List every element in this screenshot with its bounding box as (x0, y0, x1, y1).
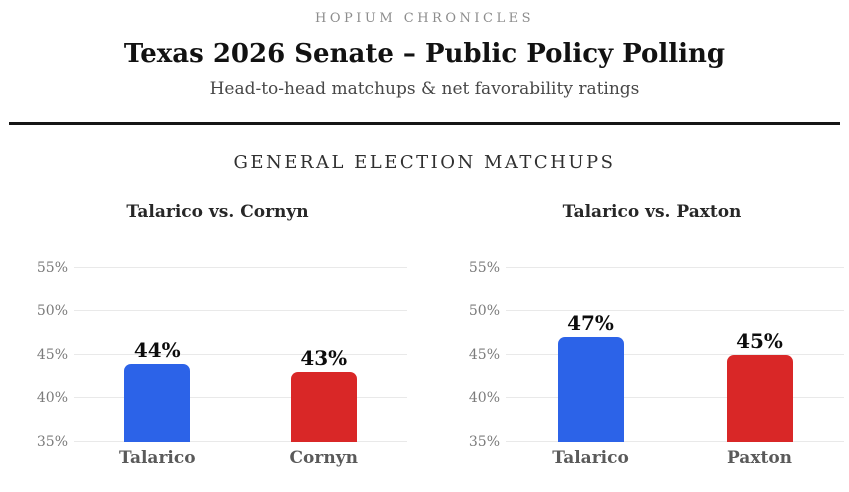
y-axis-tick-label: 35% (468, 434, 500, 450)
header: HOPIUM CHRONICLES Texas 2026 Senate – Pu… (0, 11, 849, 125)
y-axis-tick-label: 45% (468, 346, 500, 363)
y-axis-tick-label: 55% (36, 259, 68, 276)
y-axis-tick-label: 40% (468, 390, 500, 407)
bar-cornyn (290, 372, 357, 442)
chart-body: 35% 40% 45% 50% 55% 44% Talarico 43% Cornyn (28, 237, 407, 468)
chart-body: 35% 40% 45% 50% 55% 47% Talarico 45% Paxton (460, 237, 844, 468)
y-axis-tick-label: 50% (468, 303, 500, 320)
y-axis-tick-label: 55% (468, 259, 500, 276)
x-axis-category-label: Cornyn (289, 448, 358, 468)
gridline (506, 353, 844, 355)
bar-value-label: 43% (300, 346, 348, 371)
y-axis-tick-label: 40% (36, 390, 68, 407)
chart-talarico-vs-cornyn: Talarico vs. Cornyn 35% 40% 45% 50% 55% 44% Ta… (0, 200, 424, 468)
bar-value-label: 44% (133, 337, 181, 362)
chart-talarico-vs-paxton: Talarico vs. Paxton 35% 40% 45% 50% 55% 47% Ta… (424, 200, 848, 468)
poll-graphic: HOPIUM CHRONICLES Texas 2026 Senate – Pu… (0, 11, 849, 468)
gridline (506, 310, 844, 312)
publication-kicker: HOPIUM CHRONICLES (315, 11, 534, 26)
gridline (74, 310, 407, 312)
gridline (74, 397, 407, 399)
plot-area: 35% 40% 45% 50% 55% 47% Talarico 45% Paxton (469, 237, 844, 468)
chart-title: Talarico vs. Paxton (562, 202, 742, 222)
gridline (74, 441, 407, 442)
x-axis-category-label: Talarico (118, 448, 196, 468)
gridline (506, 397, 844, 399)
plot-area: 35% 40% 45% 50% 55% 44% Talarico 43% Cornyn (37, 237, 407, 468)
y-axis-tick-label: 50% (36, 303, 68, 320)
bar-paxton (726, 354, 793, 442)
bar-value-label: 45% (736, 328, 783, 353)
bar-value-label: 47% (567, 311, 614, 336)
gridline (506, 266, 844, 268)
gridline (74, 266, 407, 268)
x-axis-category-label: Talarico (552, 448, 629, 468)
bar-talarico (557, 337, 624, 442)
gridline (506, 441, 844, 442)
gridline (74, 353, 407, 355)
charts-row: Talarico vs. Cornyn 35% 40% 45% 50% 55% 44% Ta… (0, 200, 849, 468)
page-title: Texas 2026 Senate – Public Policy Pollin… (123, 39, 726, 69)
section-title: GENERAL ELECTION MATCHUPS (233, 152, 616, 173)
chart-title: Talarico vs. Cornyn (126, 202, 309, 222)
divider-rule (9, 122, 840, 125)
page-subtitle: Head-to-head matchups & net favorability… (209, 79, 640, 99)
x-axis-category-label: Paxton (726, 448, 793, 468)
y-axis-tick-label: 45% (36, 346, 68, 363)
bar-talarico (124, 363, 191, 442)
y-axis-tick-label: 35% (36, 434, 68, 450)
